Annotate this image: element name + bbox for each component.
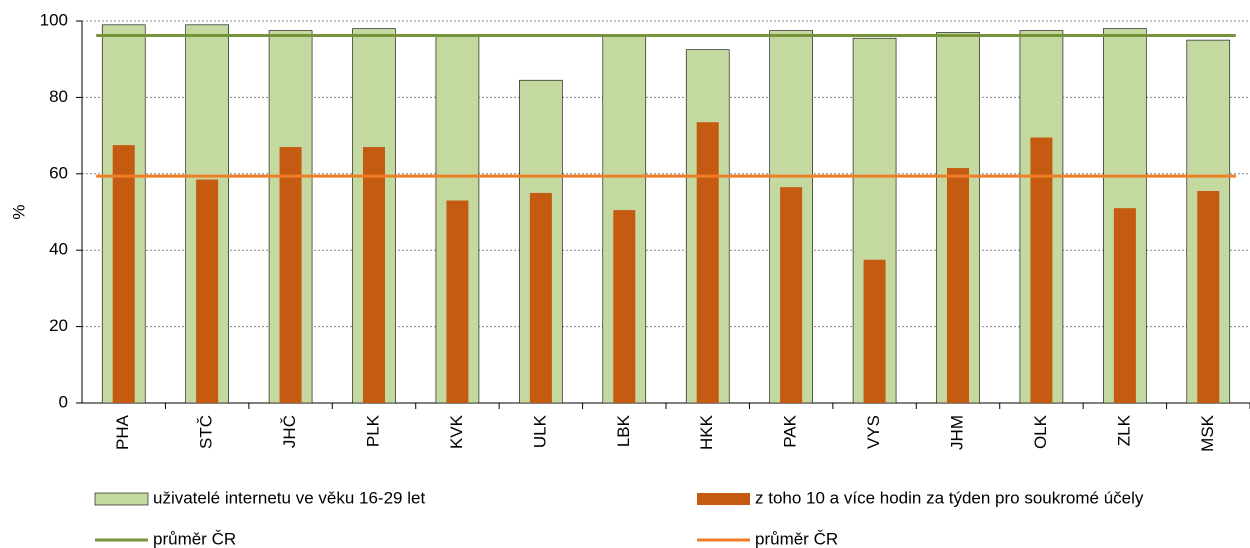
- x-tick-label: PAK: [781, 414, 800, 447]
- x-tick-label: PHA: [113, 414, 132, 450]
- y-tick-label: 100: [40, 10, 68, 29]
- x-tick-label: PLK: [363, 414, 382, 447]
- x-tick-label: JHM: [947, 415, 966, 450]
- x-tick-label: ZLK: [1114, 414, 1133, 446]
- x-tick-label: STČ: [197, 415, 216, 449]
- legend-swatch: [94, 492, 149, 506]
- bar: [1030, 137, 1053, 403]
- x-tick-label: KVK: [447, 414, 466, 449]
- y-tick-label: 40: [49, 240, 68, 259]
- legend-label: průměr ČR: [755, 529, 838, 548]
- bar: [112, 145, 135, 403]
- x-tick-label: MSK: [1198, 414, 1217, 452]
- legend-label: z toho 10 a více hodin za týden pro souk…: [755, 488, 1144, 507]
- bar: [947, 168, 969, 403]
- bar: [780, 187, 803, 403]
- legend-label: uživatelé internetu ve věku 16-29 let: [153, 488, 425, 507]
- y-tick-label: 0: [59, 392, 68, 411]
- x-tick-label: OLK: [1031, 414, 1050, 449]
- bar: [1113, 208, 1136, 403]
- legend-label: průměr ČR: [153, 529, 236, 548]
- bar: [196, 179, 219, 403]
- x-tick-label: JHČ: [280, 415, 299, 448]
- bar: [696, 122, 719, 403]
- y-tick-label: 60: [49, 163, 68, 182]
- x-tick-label: LBK: [614, 414, 633, 447]
- y-axis-label: %: [9, 204, 28, 219]
- bar: [446, 200, 469, 403]
- legend-swatch: [697, 493, 750, 505]
- bar: [529, 192, 552, 403]
- bar: [363, 147, 385, 403]
- x-tick-label: HKK: [697, 414, 716, 450]
- bar: [863, 259, 886, 403]
- x-tick-label: ULK: [530, 414, 549, 448]
- bar: [279, 147, 302, 403]
- bar: [1197, 190, 1220, 403]
- x-tick-label: VYS: [864, 415, 883, 449]
- y-tick-label: 80: [49, 87, 68, 106]
- y-tick-label: 20: [49, 316, 68, 335]
- bar: [613, 210, 636, 403]
